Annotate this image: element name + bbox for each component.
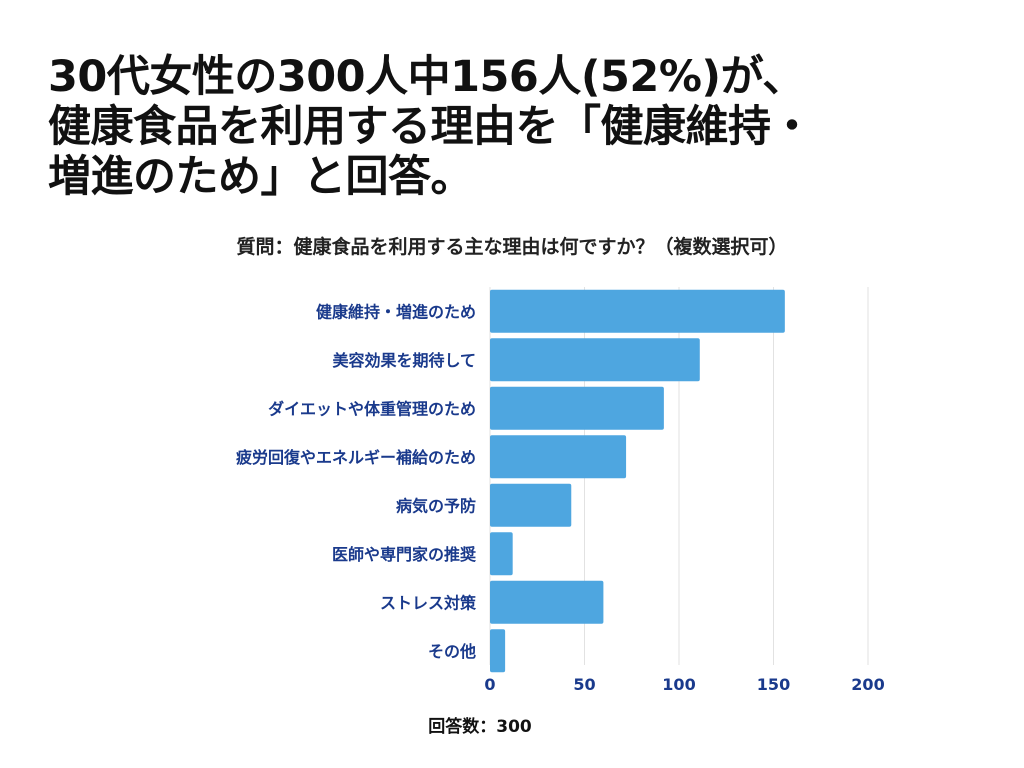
bar-2 bbox=[490, 338, 700, 382]
bar-3 bbox=[490, 386, 664, 430]
bar-4 bbox=[490, 435, 627, 479]
category-label-6: 医師や専門家の推奨 bbox=[332, 545, 477, 564]
bar-7 bbox=[490, 580, 604, 624]
headline: 30代女性の300人中156人(52%)が、 健康食品を利用する理由を「健康維持… bbox=[48, 52, 988, 202]
x-tick-label-0: 0 bbox=[484, 675, 495, 694]
bar-1 bbox=[490, 289, 785, 333]
category-label-5: 病気の予防 bbox=[396, 496, 476, 515]
headline-line-1: 30代女性の300人中156人(52%)が、 bbox=[48, 52, 805, 102]
category-label-3: ダイエットや体重管理のため bbox=[268, 399, 476, 418]
x-tick-label-50: 50 bbox=[573, 675, 595, 694]
chart-title: 質問：健康食品を利用する主な理由は何ですか？（複数選択可） bbox=[236, 236, 788, 258]
headline-line-3: 増進のため」と回答。 bbox=[48, 152, 474, 202]
category-label-8: その他 bbox=[428, 642, 476, 661]
category-label-7: ストレス対策 bbox=[380, 593, 477, 612]
response-count: 回答数：300 bbox=[428, 717, 532, 737]
category-label-2: 美容効果を期待して bbox=[332, 351, 476, 370]
x-tick-label-150: 150 bbox=[757, 675, 790, 694]
bar-6 bbox=[490, 532, 513, 576]
bar-chart: 健康維持・増進のため美容効果を期待してダイエットや体重管理のため疲労回復やエネル… bbox=[236, 287, 885, 694]
x-tick-label-100: 100 bbox=[662, 675, 695, 694]
headline-line-2: 健康食品を利用する理由を「健康維持・ bbox=[48, 102, 814, 152]
bar-5 bbox=[490, 483, 572, 527]
x-tick-label-200: 200 bbox=[851, 675, 884, 694]
category-label-1: 健康維持・増進のため bbox=[316, 302, 476, 321]
bar-8 bbox=[490, 629, 506, 673]
category-label-4: 疲労回復やエネルギー補給のため bbox=[236, 448, 476, 467]
